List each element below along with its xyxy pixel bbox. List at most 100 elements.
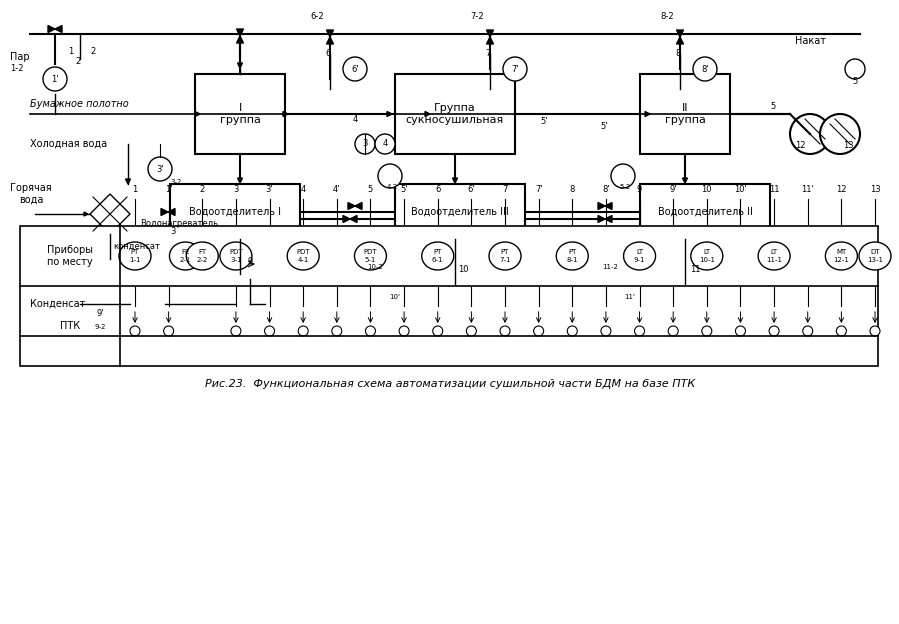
Ellipse shape xyxy=(825,242,858,270)
Text: 7-2: 7-2 xyxy=(470,12,484,21)
Text: LT
9-1: LT 9-1 xyxy=(634,250,645,263)
Circle shape xyxy=(534,326,544,336)
Text: 4-2: 4-2 xyxy=(387,184,397,190)
Ellipse shape xyxy=(119,242,151,270)
Circle shape xyxy=(820,114,860,154)
Text: 10: 10 xyxy=(458,265,468,274)
Text: PDT
3-1: PDT 3-1 xyxy=(229,250,243,263)
Polygon shape xyxy=(260,302,264,306)
Circle shape xyxy=(148,157,172,181)
Circle shape xyxy=(332,326,342,336)
Text: 9: 9 xyxy=(636,185,642,194)
Text: 1: 1 xyxy=(132,185,138,194)
Circle shape xyxy=(702,326,712,336)
Polygon shape xyxy=(84,212,88,216)
Polygon shape xyxy=(387,112,392,117)
Text: 4: 4 xyxy=(382,140,387,149)
Text: 6: 6 xyxy=(435,185,441,194)
Ellipse shape xyxy=(556,242,588,270)
Circle shape xyxy=(567,326,577,336)
Text: 10: 10 xyxy=(701,185,712,194)
Circle shape xyxy=(88,302,112,326)
Text: I
группа: I группа xyxy=(219,103,261,125)
Text: LT
10-1: LT 10-1 xyxy=(699,250,715,263)
Circle shape xyxy=(399,326,409,336)
Circle shape xyxy=(500,326,510,336)
Text: 11-2: 11-2 xyxy=(602,264,618,270)
Circle shape xyxy=(693,57,717,81)
Text: Группа
сукносушильная: Группа сукносушильная xyxy=(405,103,504,125)
Ellipse shape xyxy=(489,242,521,270)
Circle shape xyxy=(383,272,407,296)
Bar xyxy=(395,184,525,239)
Text: 7': 7' xyxy=(512,64,519,74)
Text: Водонагреватель: Водонагреватель xyxy=(140,220,218,228)
Ellipse shape xyxy=(186,242,218,270)
Circle shape xyxy=(43,67,67,91)
Polygon shape xyxy=(605,215,612,223)
Text: Накат: Накат xyxy=(795,36,825,46)
Circle shape xyxy=(836,326,846,336)
Text: 7': 7' xyxy=(535,185,542,194)
Polygon shape xyxy=(677,37,683,44)
Text: 1': 1' xyxy=(51,74,58,84)
Circle shape xyxy=(432,326,442,336)
Bar xyxy=(170,184,300,239)
Circle shape xyxy=(298,326,308,336)
Circle shape xyxy=(635,326,645,336)
Circle shape xyxy=(870,326,880,336)
Text: 8: 8 xyxy=(675,49,681,58)
Text: 9': 9' xyxy=(670,185,677,194)
Text: 1: 1 xyxy=(68,47,73,56)
Ellipse shape xyxy=(690,242,723,270)
Polygon shape xyxy=(677,30,683,37)
Circle shape xyxy=(355,134,375,154)
Polygon shape xyxy=(326,37,334,44)
Text: 13: 13 xyxy=(869,185,880,194)
Circle shape xyxy=(618,272,642,296)
Text: 11': 11' xyxy=(625,294,636,300)
Text: 8-2: 8-2 xyxy=(660,12,673,21)
Polygon shape xyxy=(682,178,688,183)
Text: 12: 12 xyxy=(836,185,847,194)
Polygon shape xyxy=(348,203,355,210)
Text: 10': 10' xyxy=(734,185,747,194)
Text: 3: 3 xyxy=(170,227,175,236)
Text: Рис.23.  Функциональная схема автоматизации сушильной части БДМ на базе ПТК: Рис.23. Функциональная схема автоматизац… xyxy=(205,379,695,389)
Circle shape xyxy=(611,164,635,188)
Polygon shape xyxy=(141,301,148,308)
Text: FE
2-1: FE 2-1 xyxy=(180,250,191,263)
Polygon shape xyxy=(645,112,650,117)
Text: 6-2: 6-2 xyxy=(310,12,324,21)
Text: PT
7-1: PT 7-1 xyxy=(499,250,511,263)
Polygon shape xyxy=(598,215,605,223)
Text: 5: 5 xyxy=(368,185,373,194)
Polygon shape xyxy=(350,215,357,223)
Text: 4': 4' xyxy=(333,185,341,194)
Circle shape xyxy=(235,249,265,279)
Text: 12: 12 xyxy=(795,141,806,150)
Polygon shape xyxy=(237,63,243,68)
Text: DT
13-1: DT 13-1 xyxy=(867,250,883,263)
Text: 9-2: 9-2 xyxy=(94,324,106,330)
Text: 3: 3 xyxy=(233,185,238,194)
Text: 4: 4 xyxy=(300,185,306,194)
Text: 9: 9 xyxy=(248,257,254,266)
Circle shape xyxy=(164,326,174,336)
Text: PT
8-1: PT 8-1 xyxy=(566,250,578,263)
Text: 6: 6 xyxy=(325,49,330,58)
Text: 2: 2 xyxy=(200,185,205,194)
Text: 5': 5' xyxy=(600,122,608,131)
Polygon shape xyxy=(148,301,155,308)
Polygon shape xyxy=(108,255,112,260)
Polygon shape xyxy=(605,203,612,210)
Polygon shape xyxy=(283,112,288,117)
Polygon shape xyxy=(90,194,130,234)
Polygon shape xyxy=(598,203,605,210)
Circle shape xyxy=(467,326,476,336)
Circle shape xyxy=(264,326,274,336)
Text: 11: 11 xyxy=(690,265,700,274)
Bar xyxy=(20,226,878,366)
Text: 10': 10' xyxy=(389,294,400,300)
Text: Бумажное полотно: Бумажное полотно xyxy=(30,99,129,109)
